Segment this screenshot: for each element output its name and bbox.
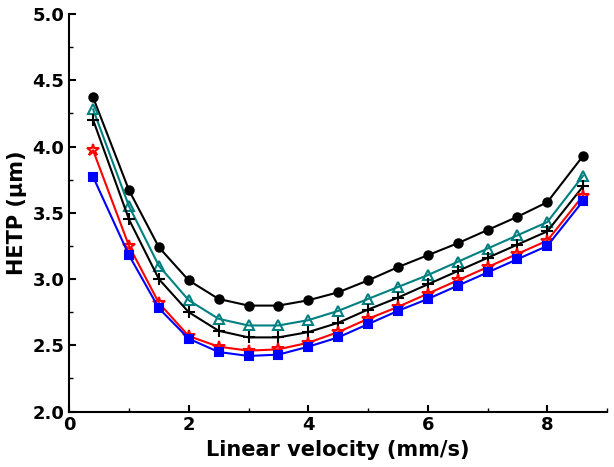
Y-axis label: HETP (μm): HETP (μm) <box>7 150 27 275</box>
X-axis label: Linear velocity (mm/s): Linear velocity (mm/s) <box>206 440 470 460</box>
